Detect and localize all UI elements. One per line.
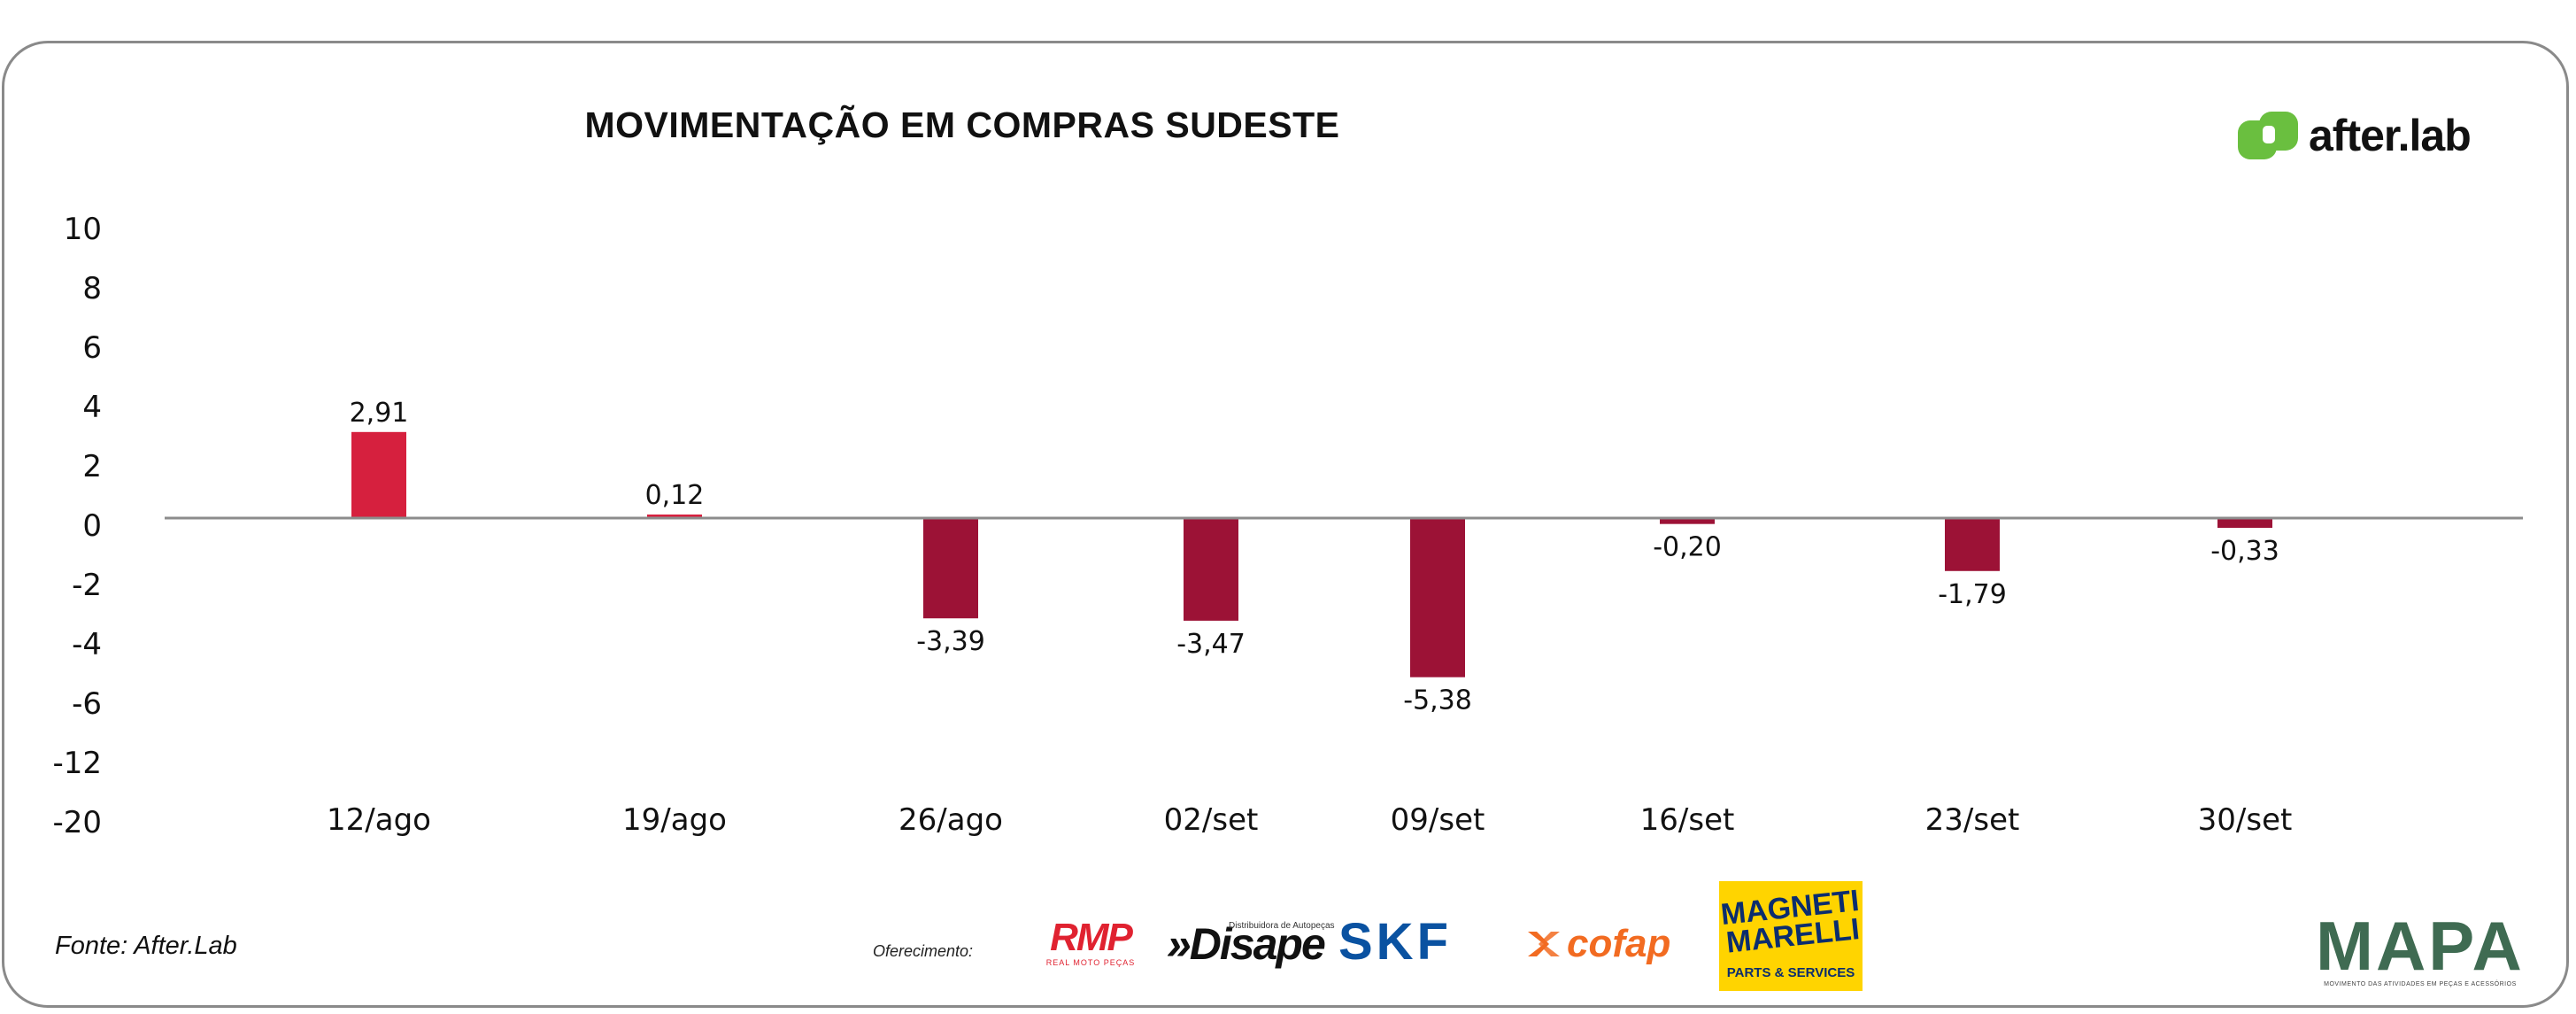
bar bbox=[1410, 518, 1465, 677]
y-tick-label: -12 bbox=[52, 746, 102, 781]
x-tick-label: 26/ago bbox=[899, 802, 1003, 838]
data-label: 2,91 bbox=[350, 398, 409, 429]
y-tick-label: -2 bbox=[72, 568, 102, 603]
bar bbox=[647, 514, 702, 518]
data-label: 0,12 bbox=[645, 480, 705, 511]
sponsor-label: Oferecimento: bbox=[873, 942, 974, 960]
y-tick-label: 0 bbox=[82, 508, 102, 544]
afterlab-mark-icon bbox=[2238, 112, 2298, 159]
x-tick-label: 30/set bbox=[2198, 802, 2293, 838]
data-label: -3,47 bbox=[1176, 629, 1246, 660]
cofap-logo: cofap bbox=[1524, 921, 1670, 967]
chart-card bbox=[2, 41, 2569, 1008]
mapa-logo: MAPA MOVIMENTO DAS ATIVIDADES EM PEÇAS E… bbox=[2316, 907, 2525, 987]
data-label: -5,38 bbox=[1403, 685, 1472, 716]
bar bbox=[2217, 518, 2272, 529]
x-tick-label: 19/ago bbox=[622, 802, 727, 838]
y-tick-label: -4 bbox=[72, 627, 102, 662]
bar bbox=[351, 431, 406, 518]
data-label: -0,33 bbox=[2210, 536, 2279, 567]
data-label: -3,39 bbox=[916, 626, 985, 657]
y-tick-label: -6 bbox=[72, 686, 102, 722]
source-note: Fonte: After.Lab bbox=[55, 932, 237, 960]
x-tick-label: 23/set bbox=[1925, 802, 2020, 838]
bar bbox=[923, 518, 978, 619]
skf-logo: SKF bbox=[1338, 913, 1452, 971]
x-tick-label: 02/set bbox=[1164, 802, 1259, 838]
x-tick-label: 09/set bbox=[1391, 802, 1485, 838]
data-label: -0,20 bbox=[1653, 532, 1722, 563]
data-label: -1,79 bbox=[1938, 579, 2007, 610]
x-tick-label: 12/ago bbox=[327, 802, 431, 838]
chart-title: MOVIMENTAÇÃO EM COMPRAS SUDESTE bbox=[584, 104, 1340, 145]
x-tick-label: 16/set bbox=[1640, 802, 1735, 838]
afterlab-logo: after.lab bbox=[2236, 110, 2472, 161]
bar bbox=[1184, 518, 1238, 621]
magneti-marelli-logo: MAGNETI MARELLI PARTS & SERVICES bbox=[1719, 881, 1863, 991]
afterlab-wordmark: after.lab bbox=[2309, 111, 2472, 160]
disape-logo: Distribuidora de Autopeças »Disape bbox=[1167, 919, 1335, 969]
y-tick-label: 10 bbox=[64, 212, 102, 247]
bar bbox=[1945, 518, 2000, 571]
y-tick-label: -20 bbox=[52, 805, 102, 840]
bar bbox=[1660, 518, 1715, 524]
cofap-mark-icon bbox=[1528, 932, 1560, 956]
rmp-logo: RMP REAL MOTO PEÇAS bbox=[1045, 916, 1136, 968]
y-tick-label: 8 bbox=[82, 271, 102, 306]
y-tick-label: 2 bbox=[82, 449, 102, 484]
y-tick-label: 4 bbox=[82, 390, 102, 425]
y-tick-label: 6 bbox=[82, 330, 102, 366]
